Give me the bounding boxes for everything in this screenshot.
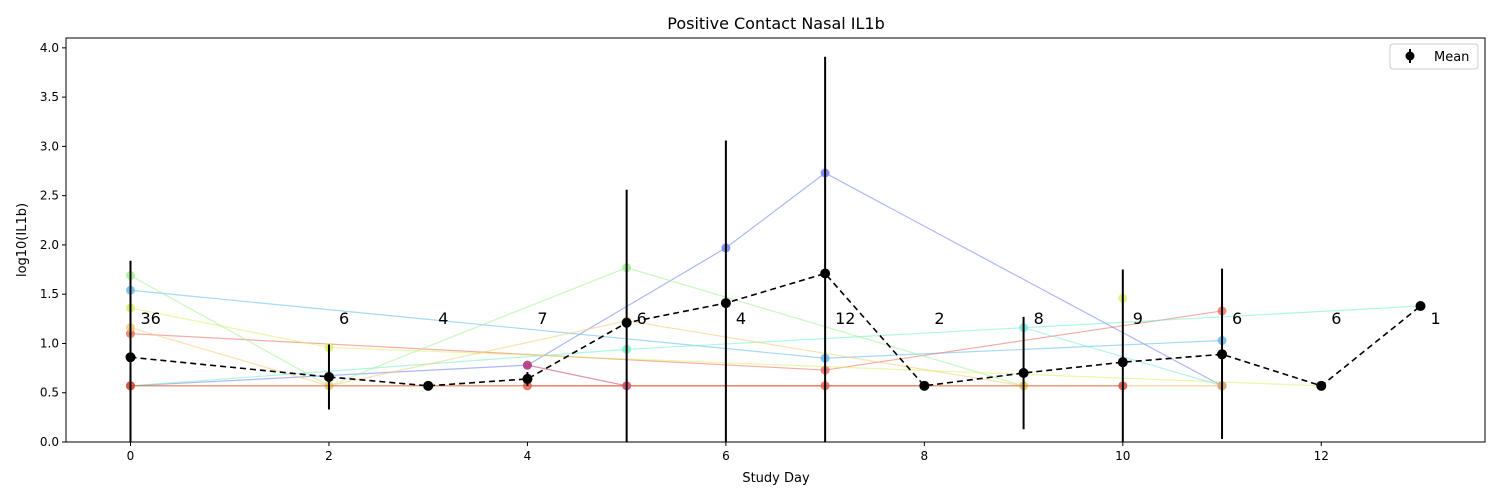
count-label: 4 (736, 309, 746, 328)
mean-point (621, 317, 632, 328)
x-tick-label: 4 (524, 449, 532, 463)
x-tick-label: 12 (1314, 449, 1329, 463)
count-label: 4 (438, 309, 448, 328)
y-tick-label: 2.0 (40, 238, 59, 252)
x-axis: 0 2 4 6 8 10 12 (127, 442, 1329, 463)
plot-frame (65, 37, 1486, 443)
count-label: 6 (339, 309, 349, 328)
count-label: 2 (934, 309, 944, 328)
y-axis: 0.0 0.5 1.0 1.5 2.0 2.5 3.0 3.5 4.0 (40, 41, 66, 449)
x-axis-title: Study Day (742, 471, 810, 486)
y-tick-label: 4.0 (40, 41, 59, 55)
mean-point (1316, 380, 1327, 391)
count-label: 9 (1133, 309, 1143, 328)
mean-point (720, 298, 731, 309)
legend: Mean (1389, 43, 1479, 70)
mean-point (522, 373, 533, 384)
legend-box (1389, 43, 1479, 70)
count-label: 1 (1431, 309, 1441, 328)
mean-point (820, 268, 831, 279)
y-tick-label: 0.5 (40, 386, 59, 400)
mean-point (323, 371, 334, 382)
y-tick-label: 1.5 (40, 287, 59, 301)
x-tick-label: 2 (325, 449, 333, 463)
x-tick-label: 10 (1115, 449, 1130, 463)
count-label: 7 (537, 309, 547, 328)
count-label: 6 (1331, 309, 1341, 328)
x-tick-label: 0 (127, 449, 135, 463)
legend-mean-marker (1405, 51, 1415, 61)
y-tick-label: 2.5 (40, 189, 59, 203)
legend-mean-label: Mean (1434, 50, 1469, 65)
y-tick-label: 0.0 (40, 435, 59, 449)
chart-title: Positive Contact Nasal IL1b (667, 14, 885, 33)
mean-series (125, 56, 1426, 442)
mean-point (1117, 357, 1128, 368)
count-label: 6 (637, 309, 647, 328)
mean-point (1018, 368, 1029, 379)
x-tick-label: 8 (921, 449, 929, 463)
x-tick-label: 6 (722, 449, 730, 463)
mean-point (1217, 349, 1228, 360)
subject-line (130, 172, 1223, 387)
mean-point (125, 352, 136, 363)
y-tick-label: 3.0 (40, 139, 59, 153)
count-label: 36 (141, 309, 161, 328)
count-labels: 36 6 4 7 6 4 12 2 8 9 6 6 1 (141, 309, 1441, 328)
count-label: 12 (835, 309, 855, 328)
subject-point (522, 360, 532, 370)
y-tick-label: 1.0 (40, 336, 59, 350)
mean-point (1415, 301, 1426, 312)
y-tick-label: 3.5 (40, 90, 59, 104)
mean-point (919, 380, 930, 391)
count-label: 6 (1232, 309, 1242, 328)
subject-line (130, 266, 1024, 387)
plot-area: 36 6 4 7 6 4 12 2 8 9 6 6 1 (125, 56, 1441, 442)
mean-line (130, 272, 1422, 387)
subject-line (130, 289, 1223, 359)
mean-point (423, 380, 434, 391)
subject-line (527, 364, 627, 387)
y-axis-title: log10(IL1b) (15, 203, 30, 277)
count-label: 8 (1034, 309, 1044, 328)
